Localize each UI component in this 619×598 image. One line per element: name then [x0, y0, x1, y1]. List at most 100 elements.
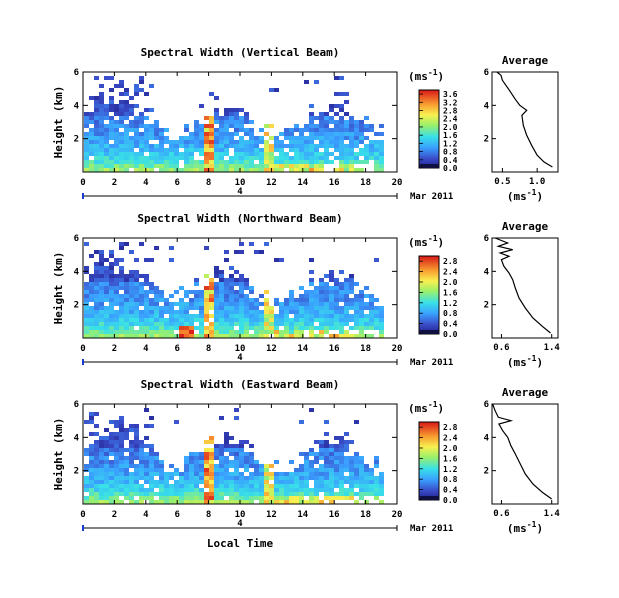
heatmap-cell [274, 480, 279, 484]
heatmap-cell [154, 128, 159, 132]
x-tick-label: 2 [112, 178, 117, 188]
heatmap-cell [224, 152, 229, 156]
x-tick-label: 6 [174, 178, 179, 188]
heatmap-cell [244, 286, 249, 290]
heatmap-cell [329, 108, 334, 112]
heatmap-cell [234, 152, 239, 156]
heatmap-cell [114, 440, 119, 444]
heatmap-cell [284, 330, 289, 334]
y-tick-label: 4 [74, 433, 80, 443]
heatmap-cell [304, 136, 309, 140]
heatmap-cell [364, 334, 369, 338]
heatmap-cell [339, 298, 344, 302]
heatmap-cell [89, 456, 94, 460]
date-label: Mar 2011 [410, 358, 453, 368]
heatmap-cell [214, 306, 219, 310]
heatmap-cell [289, 488, 294, 492]
heatmap-cell [334, 436, 339, 440]
heatmap-cell [354, 500, 359, 504]
heatmap-cell [234, 500, 239, 504]
heatmap-cell [244, 112, 249, 116]
heatmap-cell [119, 164, 124, 168]
heatmap-cell [219, 484, 224, 488]
heatmap-cell [349, 168, 354, 172]
heatmap-cell [299, 420, 304, 424]
heatmap-cell [104, 108, 109, 112]
heatmap-cell [324, 290, 329, 294]
heatmap-cell [359, 464, 364, 468]
heatmap-cell [229, 160, 234, 164]
heatmap-cell [329, 132, 334, 136]
heatmap-cell [359, 496, 364, 500]
heatmap-cell [179, 476, 184, 480]
heatmap-cell [239, 480, 244, 484]
heatmap-cell [349, 290, 354, 294]
heatmap-cell [184, 306, 189, 310]
heatmap-cell [349, 282, 354, 286]
heatmap-cell [94, 152, 99, 156]
heatmap-cell [94, 318, 99, 322]
heatmap-cell [194, 124, 199, 128]
heatmap-cell [269, 496, 274, 500]
heatmap-cell [269, 310, 274, 314]
heatmap-cell [249, 306, 254, 310]
heatmap-cell [324, 310, 329, 314]
heatmap-cell [129, 298, 134, 302]
heatmap-cell [249, 148, 254, 152]
heatmap-cell [344, 298, 349, 302]
heatmap-cell [229, 496, 234, 500]
heatmap-cell [264, 156, 269, 160]
heatmap-cell [169, 156, 174, 160]
heatmap-cell [149, 290, 154, 294]
heatmap-cell [314, 132, 319, 136]
heatmap-cell [349, 472, 354, 476]
heatmap-cell [294, 326, 299, 330]
heatmap-cell [179, 496, 184, 500]
heatmap-cell [359, 472, 364, 476]
heatmap-cell [259, 164, 264, 168]
heatmap-cell [124, 456, 129, 460]
heatmap-cell [84, 152, 89, 156]
heatmap-cell [329, 500, 334, 504]
heatmap-cell [339, 484, 344, 488]
heatmap-cell [379, 164, 384, 168]
heatmap-cell [134, 274, 139, 278]
heatmap-cell [104, 330, 109, 334]
heatmap-cell [249, 334, 254, 338]
heatmap-cell [304, 464, 309, 468]
heatmap-cell [259, 330, 264, 334]
heatmap-cell [189, 496, 194, 500]
heatmap-cell [169, 152, 174, 156]
heatmap-cell [199, 298, 204, 302]
heatmap-cell [229, 124, 234, 128]
heatmap-cell [194, 120, 199, 124]
heatmap-cell [239, 278, 244, 282]
heatmap-cell [364, 500, 369, 504]
heatmap-cell [129, 428, 134, 432]
heatmap-cell [259, 250, 264, 254]
heatmap-cell [339, 326, 344, 330]
heatmap-cell [364, 468, 369, 472]
heatmap-cell [244, 298, 249, 302]
heatmap-cell [209, 460, 214, 464]
heatmap-cell [114, 160, 119, 164]
heatmap-cell [184, 456, 189, 460]
x-tick-label: 12 [266, 178, 277, 188]
heatmap-cell [104, 112, 109, 116]
heatmap-cell [199, 496, 204, 500]
heatmap-cell [169, 302, 174, 306]
colorbar-tick-label: 1.6 [443, 131, 458, 140]
heatmap-cell [194, 460, 199, 464]
heatmap-cell [224, 432, 229, 436]
heatmap-cell [84, 452, 89, 456]
heatmap-cell [254, 322, 259, 326]
heatmap-cell [374, 460, 379, 464]
heatmap-cell [94, 120, 99, 124]
heatmap-cell [254, 476, 259, 480]
heatmap-cell [289, 164, 294, 168]
heatmap-cell [244, 314, 249, 318]
heatmap-cell [369, 128, 374, 132]
heatmap-cell [299, 298, 304, 302]
heatmap-cell [89, 144, 94, 148]
heatmap-cell [289, 310, 294, 314]
